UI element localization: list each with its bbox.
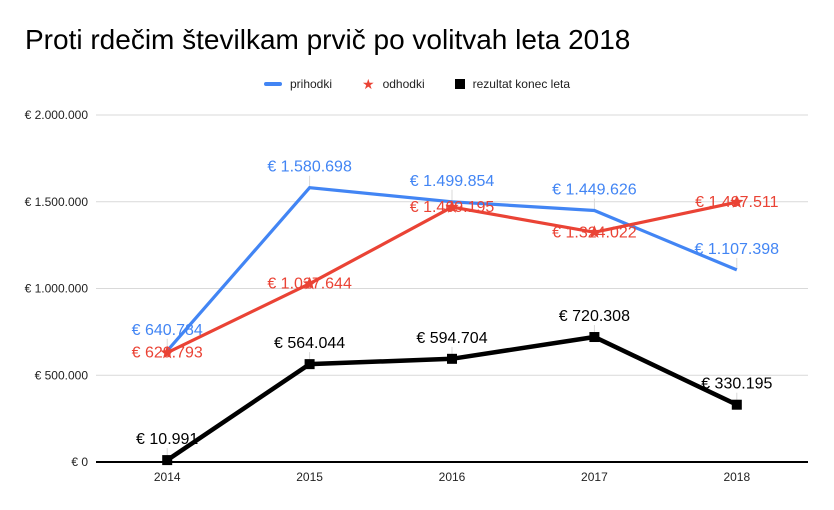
- data-point-star-icon: [445, 200, 459, 213]
- data-label: € 1.499.854: [410, 173, 495, 190]
- data-label: € 629.793: [132, 345, 203, 362]
- legend-item-prihodki: prihodki: [263, 77, 333, 91]
- legend-label: prihodki: [289, 77, 333, 91]
- data-label: € 1.469.195: [410, 199, 495, 216]
- x-axis-label: 2018: [723, 470, 750, 484]
- chart-legend: prihodki ★ odhodki rezultat konec leta: [0, 77, 834, 91]
- x-axis-label: 2017: [581, 470, 608, 484]
- data-point-square-icon: [162, 455, 173, 466]
- x-axis-label: 2016: [439, 470, 466, 484]
- data-label: € 640.784: [132, 322, 203, 339]
- legend-item-odhodki: ★ odhodki: [362, 77, 425, 91]
- data-point-star-icon: [730, 195, 744, 208]
- data-point-square-icon: [589, 332, 600, 343]
- data-label: € 1.497.511: [695, 194, 778, 211]
- data-label: € 1.027.644: [267, 276, 352, 293]
- data-label: € 10.991: [136, 431, 198, 448]
- y-axis-label: € 0: [71, 455, 88, 469]
- line-dash-icon: [263, 82, 282, 86]
- square-icon: [454, 79, 465, 89]
- chart-title: Proti rdečim številkam prvič po volitvah…: [25, 24, 631, 55]
- y-axis-label: € 500.000: [35, 368, 89, 382]
- y-axis-label: € 2.000.000: [25, 108, 89, 122]
- star-icon: ★: [362, 76, 375, 92]
- data-point-star-icon: [160, 345, 174, 359]
- y-axis-label: € 1.000.000: [25, 282, 89, 296]
- data-label: € 1.324.022: [552, 224, 637, 241]
- data-label: € 1.449.626: [552, 181, 637, 198]
- data-label: € 1.107.398: [695, 241, 780, 258]
- data-point-star-icon: [587, 225, 602, 238]
- data-point-square-icon: [731, 399, 742, 410]
- legend-item-rezultat: rezultat konec leta: [454, 77, 571, 91]
- data-label: € 564.044: [274, 335, 345, 352]
- data-label: € 330.195: [701, 376, 772, 393]
- legend-label: rezultat konec leta: [472, 77, 571, 91]
- x-axis-label: 2014: [154, 470, 181, 484]
- data-point-star-icon: [302, 276, 317, 290]
- data-point-square-icon: [304, 359, 315, 370]
- y-axis-label: € 1.500.000: [25, 195, 89, 209]
- data-point-square-icon: [447, 353, 457, 364]
- legend-label: odhodki: [382, 77, 425, 91]
- data-label: € 594.704: [416, 330, 487, 347]
- data-label: € 720.308: [559, 308, 630, 325]
- data-label: € 1.580.698: [267, 159, 352, 176]
- x-axis-label: 2015: [296, 470, 323, 484]
